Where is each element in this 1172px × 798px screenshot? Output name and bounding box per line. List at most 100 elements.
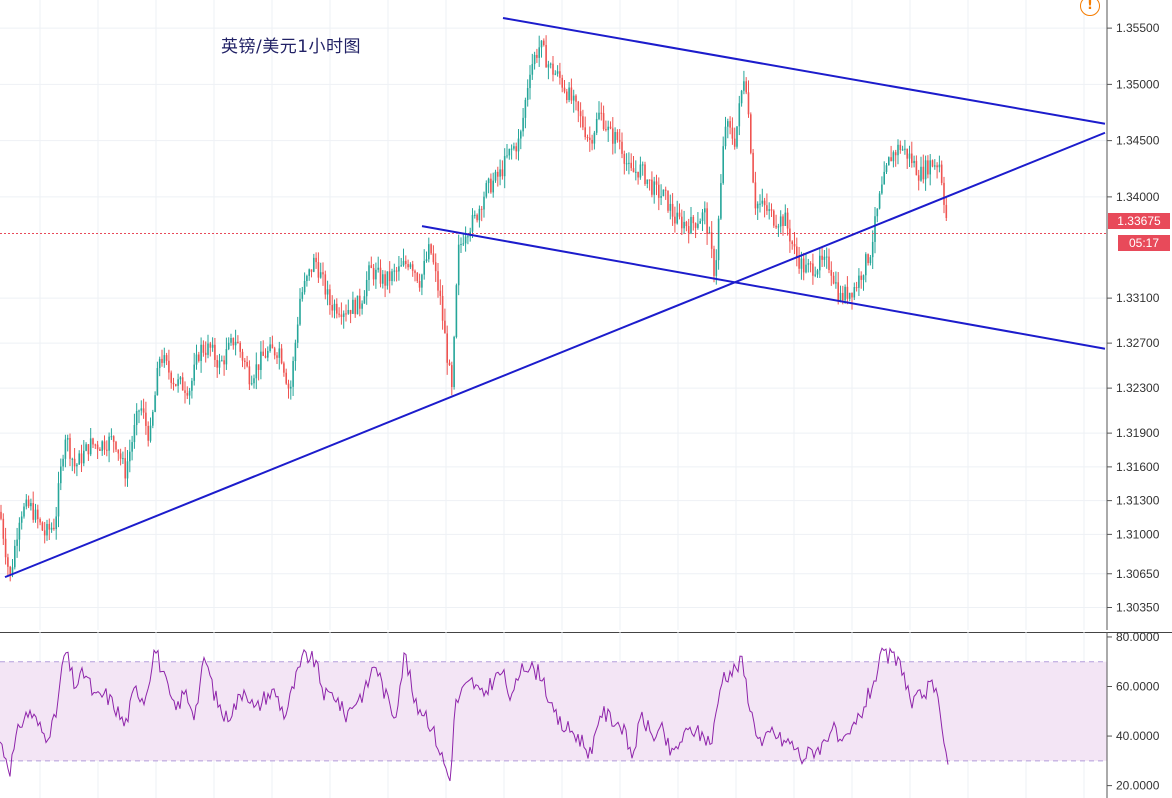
candle-body (609, 126, 612, 129)
candle-body (572, 95, 575, 101)
candle-body (32, 503, 34, 520)
candle-body (823, 256, 826, 260)
candle-body (195, 354, 198, 365)
candle-body (361, 303, 363, 309)
candle-body (446, 333, 448, 363)
candle-body (124, 458, 126, 479)
candle-body (368, 265, 370, 280)
candle-body (715, 260, 718, 276)
y-tick-label: 1.32300 (1116, 381, 1160, 395)
candle-body (796, 246, 798, 257)
candle-body (940, 164, 943, 183)
candle-body (692, 216, 695, 224)
candle-body (0, 511, 2, 519)
candle-body (301, 292, 304, 299)
candle-body (591, 139, 593, 144)
candle-body (671, 203, 674, 217)
candle-body (545, 45, 547, 68)
candle-body (101, 441, 103, 451)
candle-body (363, 296, 366, 304)
candle-body (460, 243, 462, 245)
candle-body (510, 148, 513, 150)
candle-body (782, 216, 784, 226)
candle-body (901, 149, 904, 151)
candle-body (418, 280, 421, 288)
candle-body (908, 153, 911, 159)
candle-body (347, 310, 350, 314)
candle-body (73, 458, 76, 467)
candle-body (839, 292, 842, 301)
candle-body (106, 449, 108, 451)
rsi-chart: 80.0000 60.0000 40.0000 20.0000 (0, 632, 1172, 798)
candle-body (913, 160, 915, 164)
candle-body (218, 360, 221, 368)
candle-body (924, 160, 927, 180)
candle-body (122, 458, 124, 460)
candle-body (524, 99, 527, 118)
candle-body (651, 179, 653, 195)
ascending-trendline (4, 131, 1106, 579)
candle-body (342, 313, 345, 317)
candle-body (474, 214, 476, 216)
candle-body (462, 243, 465, 245)
candle-body (133, 425, 136, 443)
candle-body (76, 464, 78, 467)
candle-body (2, 518, 5, 539)
candle-body (85, 444, 87, 451)
candle-body (437, 271, 439, 291)
candle-body (639, 164, 642, 178)
candle-body (865, 254, 867, 276)
candle-body (681, 216, 683, 229)
candle-body (543, 40, 545, 46)
candle-body (421, 274, 423, 288)
candle-body (773, 210, 775, 226)
candle-body (644, 164, 646, 184)
candle-body (483, 196, 485, 210)
candle-body (791, 241, 793, 244)
candle-body (501, 169, 504, 177)
candle-body (660, 195, 662, 198)
candle-body (152, 411, 154, 426)
candle-body (816, 270, 819, 275)
candle-body (798, 256, 800, 269)
candle-body (722, 146, 724, 184)
candle-body (756, 203, 759, 209)
candle-body (391, 271, 393, 282)
candle-body (931, 160, 934, 167)
candle-body (430, 244, 432, 254)
candle-body (777, 226, 780, 228)
candle-body (23, 506, 25, 517)
candle-body (934, 165, 936, 167)
candle-body (938, 164, 941, 168)
candle-body (802, 258, 805, 273)
candle-body (499, 169, 501, 177)
candle-body (273, 348, 276, 356)
candle-body (41, 522, 44, 531)
candle-body (409, 264, 412, 268)
candle-body (246, 361, 248, 367)
candle-body (336, 303, 338, 314)
candle-body (485, 183, 488, 197)
candle-body (262, 351, 264, 356)
candle-body (899, 144, 902, 151)
candle-body (888, 157, 890, 166)
candle-body (112, 436, 115, 442)
candle-body (370, 265, 373, 268)
candle-body (851, 292, 853, 298)
candle-body (264, 355, 267, 358)
candle-body (379, 267, 382, 284)
candle-body (34, 509, 37, 520)
candle-body (876, 208, 879, 217)
candle-body (324, 274, 327, 295)
candle-body (204, 352, 207, 355)
candle-body (786, 212, 789, 229)
candle-body (345, 313, 347, 315)
candle-body (209, 343, 212, 348)
candle-body (768, 209, 770, 211)
candle-body (720, 183, 722, 219)
candle-body (87, 444, 90, 455)
candle-body (653, 181, 655, 195)
alert-icon[interactable]: ! (1080, 0, 1100, 16)
y-tick-label: 1.35000 (1116, 77, 1160, 91)
candle-body (407, 264, 409, 268)
